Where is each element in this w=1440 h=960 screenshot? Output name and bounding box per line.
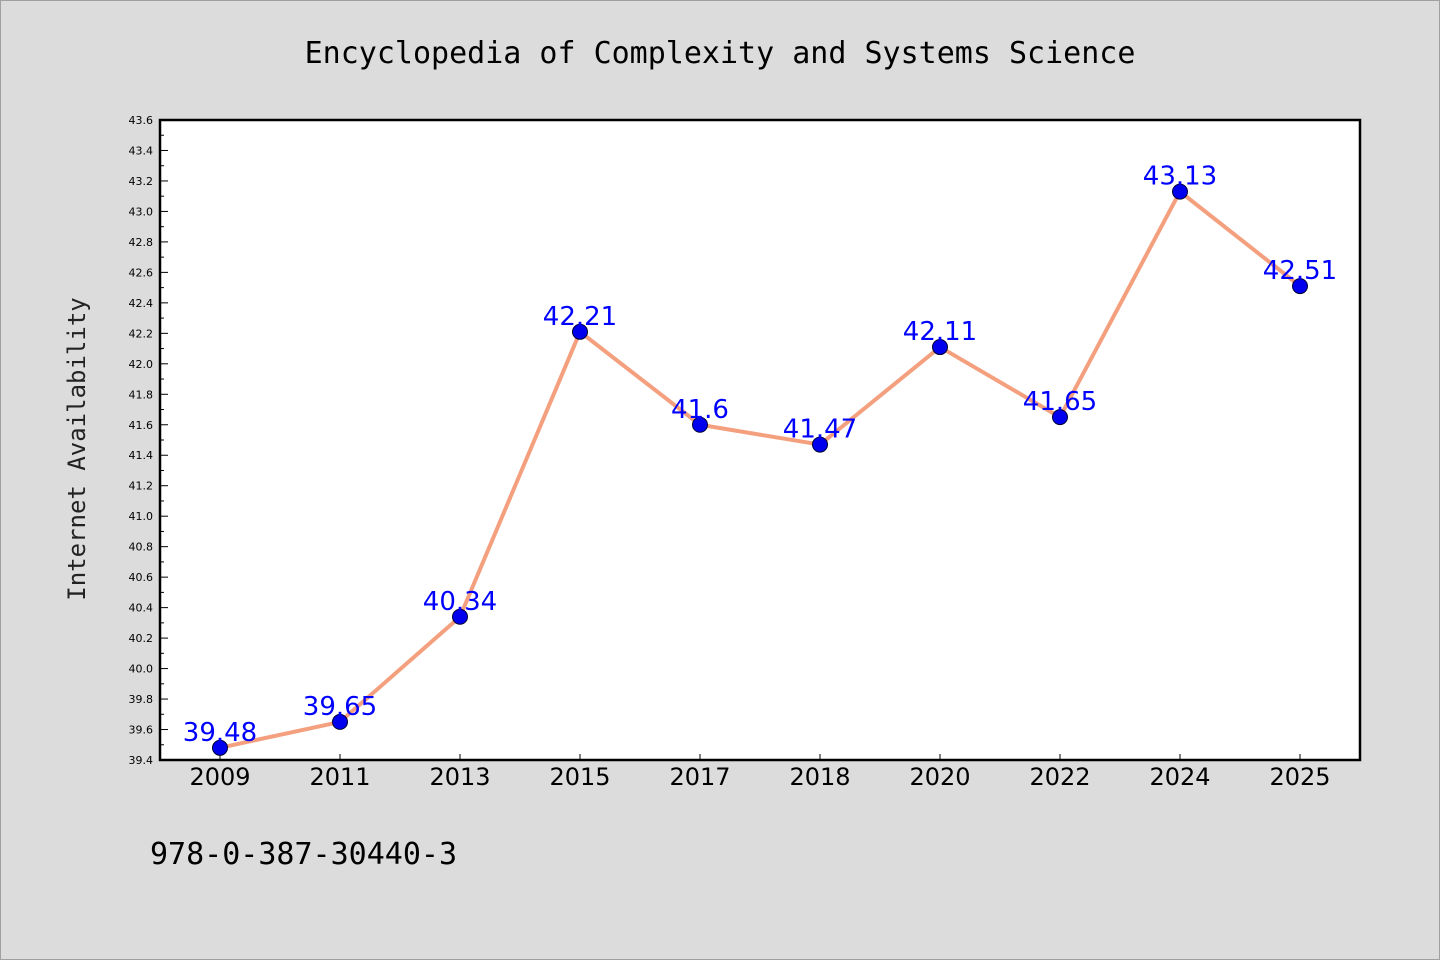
x-tick-label: 2013 <box>429 763 490 791</box>
data-label: 40.34 <box>423 587 497 617</box>
y-tick-label: 43.6 <box>129 114 154 127</box>
data-label: 42.51 <box>1263 256 1337 286</box>
x-tick-label: 2024 <box>1149 763 1210 791</box>
y-axis-label: Internet Availability <box>63 297 91 600</box>
plot-area <box>160 120 1360 760</box>
data-label: 41.6 <box>671 395 729 425</box>
x-tick-label: 2009 <box>189 763 250 791</box>
data-point <box>812 436 828 453</box>
data-point <box>332 713 348 730</box>
y-tick-label: 40.0 <box>129 663 154 676</box>
data-point <box>932 339 948 356</box>
data-label: 42.11 <box>903 317 977 347</box>
y-tick-label: 41.6 <box>129 419 154 432</box>
x-tick-label: 2017 <box>669 763 730 791</box>
data-labels: 39.48 39.65 40.34 42.21 41.6 41.47 42.11 41.65 4… <box>183 162 1337 748</box>
y-tick-label: 41.2 <box>129 480 154 493</box>
data-label: 41.65 <box>1023 387 1097 417</box>
y-tick-label: 40.2 <box>129 632 154 645</box>
data-point <box>452 608 468 625</box>
plot-border <box>158 118 1362 762</box>
data-point <box>1292 278 1308 295</box>
y-tick-label: 41.4 <box>129 449 154 462</box>
y-tick-label: 40.8 <box>129 541 154 554</box>
data-label: 39.65 <box>303 692 377 722</box>
y-tick-label: 39.6 <box>129 724 154 737</box>
data-label: 43.13 <box>1143 162 1217 192</box>
x-tick-label: 2015 <box>549 763 610 791</box>
x-tick-label: 2018 <box>789 763 850 791</box>
y-tick-label: 42.4 <box>129 297 154 310</box>
y-tick-label: 39.8 <box>129 693 154 706</box>
footer-isbn: 978-0-387-30440-3 <box>150 837 457 872</box>
series-layer <box>212 183 1308 756</box>
data-label: 42.21 <box>543 302 617 332</box>
data-point <box>572 323 588 340</box>
y-tick-label: 43.2 <box>129 175 154 188</box>
data-point <box>1052 409 1068 426</box>
y-tick-label: 41.8 <box>129 388 154 401</box>
x-tick-label: 2011 <box>309 763 370 791</box>
data-label: 41.47 <box>783 415 857 445</box>
y-tick-label: 41.0 <box>129 510 154 523</box>
chart-title: Encyclopedia of Complexity and Systems S… <box>305 36 1136 71</box>
y-tick-label: 42.0 <box>129 358 154 371</box>
x-tick-label: 2020 <box>909 763 970 791</box>
y-tick-label: 43.0 <box>129 205 154 218</box>
series-line <box>218 189 1302 750</box>
y-tick-label: 43.4 <box>129 144 154 157</box>
x-tick-label: 2022 <box>1029 763 1090 791</box>
x-axis: 2009 2011 2013 2015 2017 2018 2020 2022 2024 2025 <box>189 754 1331 791</box>
data-label: 39.48 <box>183 718 257 748</box>
y-tick-label: 42.8 <box>129 236 154 249</box>
data-point <box>1172 183 1188 200</box>
y-tick-label: 42.6 <box>129 266 154 279</box>
data-point <box>692 416 708 433</box>
y-axis: 39.4 39.6 39.8 40.0 40.2 40.4 40.6 40.8 41.0 41.2… <box>129 114 168 767</box>
y-tick-label: 42.2 <box>129 327 154 340</box>
data-point <box>212 739 228 756</box>
y-tick-label: 40.6 <box>129 571 154 584</box>
y-tick-label: 39.4 <box>129 754 154 767</box>
x-tick-label: 2025 <box>1269 763 1330 791</box>
y-tick-label: 40.4 <box>129 602 154 615</box>
